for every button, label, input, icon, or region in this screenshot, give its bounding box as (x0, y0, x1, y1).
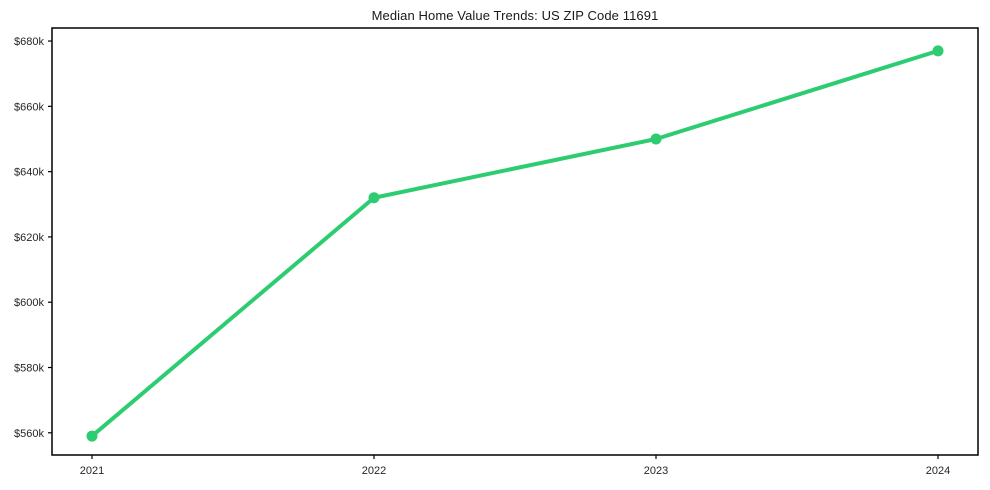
y-tick-label: $680k (14, 36, 44, 48)
y-tick-label: $600k (14, 297, 44, 309)
y-tick-label: $620k (14, 232, 44, 244)
y-tick-label: $660k (14, 101, 44, 113)
trend-line (90, 48, 940, 439)
data-point-marker (86, 430, 98, 442)
data-point-marker (932, 45, 944, 57)
data-point-marker (368, 192, 380, 204)
y-tick-label: $580k (14, 363, 44, 375)
x-tick-label: 2021 (80, 465, 104, 477)
y-tick-label: $560k (14, 428, 44, 440)
x-tick-label: 2024 (926, 465, 950, 477)
chart-title: Median Home Value Trends: US ZIP Code 11… (371, 8, 659, 23)
data-point-marker (650, 133, 662, 145)
x-tick-label: 2022 (362, 465, 386, 477)
plot-border (51, 27, 979, 456)
y-tick-label: $640k (14, 167, 44, 179)
x-tick-label: 2023 (644, 465, 668, 477)
